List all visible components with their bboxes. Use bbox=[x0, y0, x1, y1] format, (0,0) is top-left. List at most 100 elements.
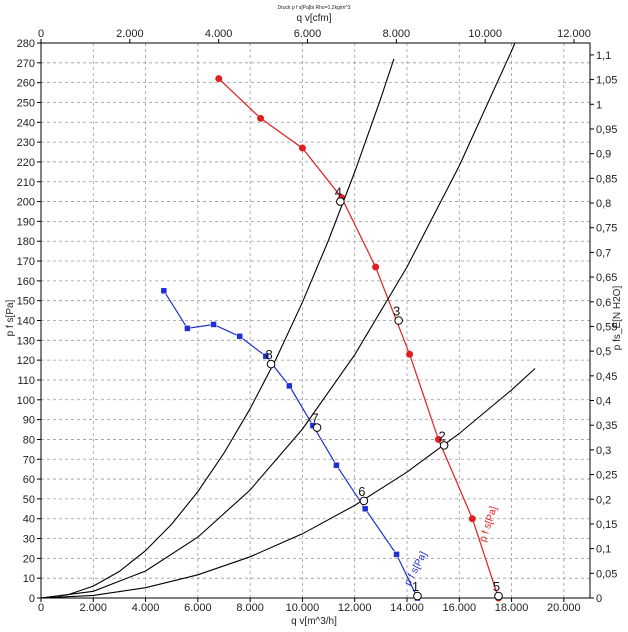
data-point bbox=[286, 382, 293, 390]
y-tick-label: 10 bbox=[23, 573, 35, 585]
y-tick-label: 60 bbox=[23, 474, 35, 486]
y-tick-label: 210 bbox=[17, 177, 35, 189]
y-tick-label: 280 bbox=[17, 38, 35, 50]
data-point bbox=[210, 321, 217, 328]
y-tick-label: 80 bbox=[23, 434, 35, 446]
y-tick-label: 260 bbox=[17, 78, 35, 90]
operating-point-label: 8 bbox=[265, 347, 272, 362]
x2-tick-label: 2.000 bbox=[116, 28, 144, 40]
x-tick-label: 2.000 bbox=[80, 602, 108, 614]
y2-tick-label: 0,85 bbox=[596, 173, 617, 185]
data-point bbox=[184, 325, 191, 332]
x-tick-label: 8.000 bbox=[236, 602, 264, 614]
y-tick-label: 20 bbox=[23, 553, 35, 565]
operating-point-marker bbox=[359, 496, 369, 506]
series-line-1 bbox=[163, 290, 419, 598]
chart-title: Druck p f s[Pa]bi Rho=1,2kg/m^3 bbox=[277, 5, 350, 11]
x2-tick-label: 6.000 bbox=[294, 28, 322, 40]
x-tick-label: 10.000 bbox=[286, 602, 320, 614]
operating-point-label: 2 bbox=[439, 428, 446, 443]
series-line-3 bbox=[41, 43, 516, 598]
data-point bbox=[215, 75, 223, 83]
data-point bbox=[393, 551, 400, 558]
y2-tick-label: 0,6 bbox=[596, 297, 611, 309]
y2-tick-label: 0,8 bbox=[596, 198, 611, 210]
series-line-0 bbox=[218, 78, 500, 598]
curves-layer bbox=[41, 43, 536, 602]
data-point bbox=[361, 505, 369, 513]
y-tick-label: 270 bbox=[17, 58, 35, 70]
operating-point-marker bbox=[336, 197, 345, 206]
data-point bbox=[236, 333, 243, 340]
y2-tick-label: 1,1 bbox=[596, 50, 611, 62]
series-line-2 bbox=[41, 58, 395, 598]
x2-tick-label: 12.000 bbox=[557, 28, 591, 40]
x-tick-label: 16.000 bbox=[442, 602, 476, 614]
x-tick-label: 6.000 bbox=[184, 602, 212, 614]
x-tick-label: 18.000 bbox=[495, 602, 529, 614]
top-axis-title: q v[cfm] bbox=[296, 13, 331, 24]
y2-tick-label: 0,7 bbox=[596, 247, 611, 259]
data-point bbox=[160, 287, 168, 295]
operating-point-marker bbox=[394, 316, 403, 325]
y2-tick-label: 0,2 bbox=[596, 494, 611, 506]
y2-tick-label: 1 bbox=[596, 99, 602, 111]
y-tick-label: 240 bbox=[17, 117, 35, 129]
data-point bbox=[333, 461, 340, 469]
y-tick-label: 120 bbox=[17, 355, 35, 367]
y-tick-label: 190 bbox=[17, 216, 35, 228]
y-tick-label: 180 bbox=[17, 236, 35, 248]
y2-tick-label: 0,1 bbox=[596, 544, 611, 556]
y-tick-label: 110 bbox=[17, 375, 35, 387]
y2-tick-label: 0,55 bbox=[596, 321, 617, 333]
y2-tick-label: 0,3 bbox=[596, 445, 611, 457]
data-point bbox=[406, 350, 414, 358]
y-tick-label: 30 bbox=[23, 534, 35, 546]
tick-labels: 0102030405060708090100110120130140150160… bbox=[17, 28, 618, 614]
data-point bbox=[434, 435, 442, 443]
y2-tick-label: 0,05 bbox=[596, 568, 617, 580]
operating-point-marker bbox=[413, 591, 422, 601]
y-tick-label: 130 bbox=[17, 335, 35, 347]
operating-point-label: 6 bbox=[358, 484, 365, 499]
x-tick-label: 14.000 bbox=[390, 602, 424, 614]
operating-point-label: 7 bbox=[311, 411, 318, 426]
grid-lines bbox=[41, 43, 590, 598]
operating-point-marker bbox=[312, 423, 322, 432]
y2-tick-label: 1,05 bbox=[596, 75, 617, 87]
y2-tick-label: 0,45 bbox=[596, 371, 617, 383]
data-point bbox=[372, 263, 380, 271]
x-tick-label: 20.000 bbox=[547, 602, 581, 614]
x-tick-label: 0 bbox=[38, 602, 44, 614]
y-tick-label: 170 bbox=[17, 256, 35, 268]
y-tick-label: 0 bbox=[29, 593, 35, 605]
y-tick-label: 230 bbox=[17, 137, 35, 149]
operating-point-label: 3 bbox=[393, 304, 400, 319]
x2-tick-label: 4.000 bbox=[205, 28, 233, 40]
y-tick-label: 140 bbox=[17, 316, 35, 328]
right-axis-title: p fs_E[N H2O] bbox=[612, 286, 623, 351]
series-line-4 bbox=[41, 368, 536, 598]
x2-tick-label: 8.000 bbox=[383, 28, 411, 40]
bottom-axis-title: q v[m^3/h] bbox=[291, 616, 337, 627]
data-point bbox=[468, 515, 476, 523]
operating-point-label: 1 bbox=[412, 579, 419, 594]
data-point bbox=[298, 144, 306, 152]
y-tick-label: 50 bbox=[23, 494, 35, 506]
y2-tick-label: 0,4 bbox=[596, 396, 611, 408]
y2-tick-label: 0,15 bbox=[596, 519, 617, 531]
operating-point-label: 4 bbox=[335, 185, 342, 200]
left-axis-title: p f s[Pa] bbox=[5, 299, 16, 336]
y-tick-label: 200 bbox=[17, 197, 35, 209]
y-tick-label: 90 bbox=[23, 415, 35, 427]
y-tick-label: 160 bbox=[17, 276, 35, 288]
y-tick-label: 250 bbox=[17, 97, 35, 109]
y2-tick-label: 0,65 bbox=[596, 272, 617, 284]
operating-point-label: 5 bbox=[493, 579, 500, 594]
operating-point-marker bbox=[494, 591, 503, 601]
y2-tick-label: 0,35 bbox=[596, 420, 617, 432]
y-tick-label: 220 bbox=[17, 157, 35, 169]
y-tick-label: 40 bbox=[23, 514, 35, 526]
data-point bbox=[257, 114, 265, 122]
